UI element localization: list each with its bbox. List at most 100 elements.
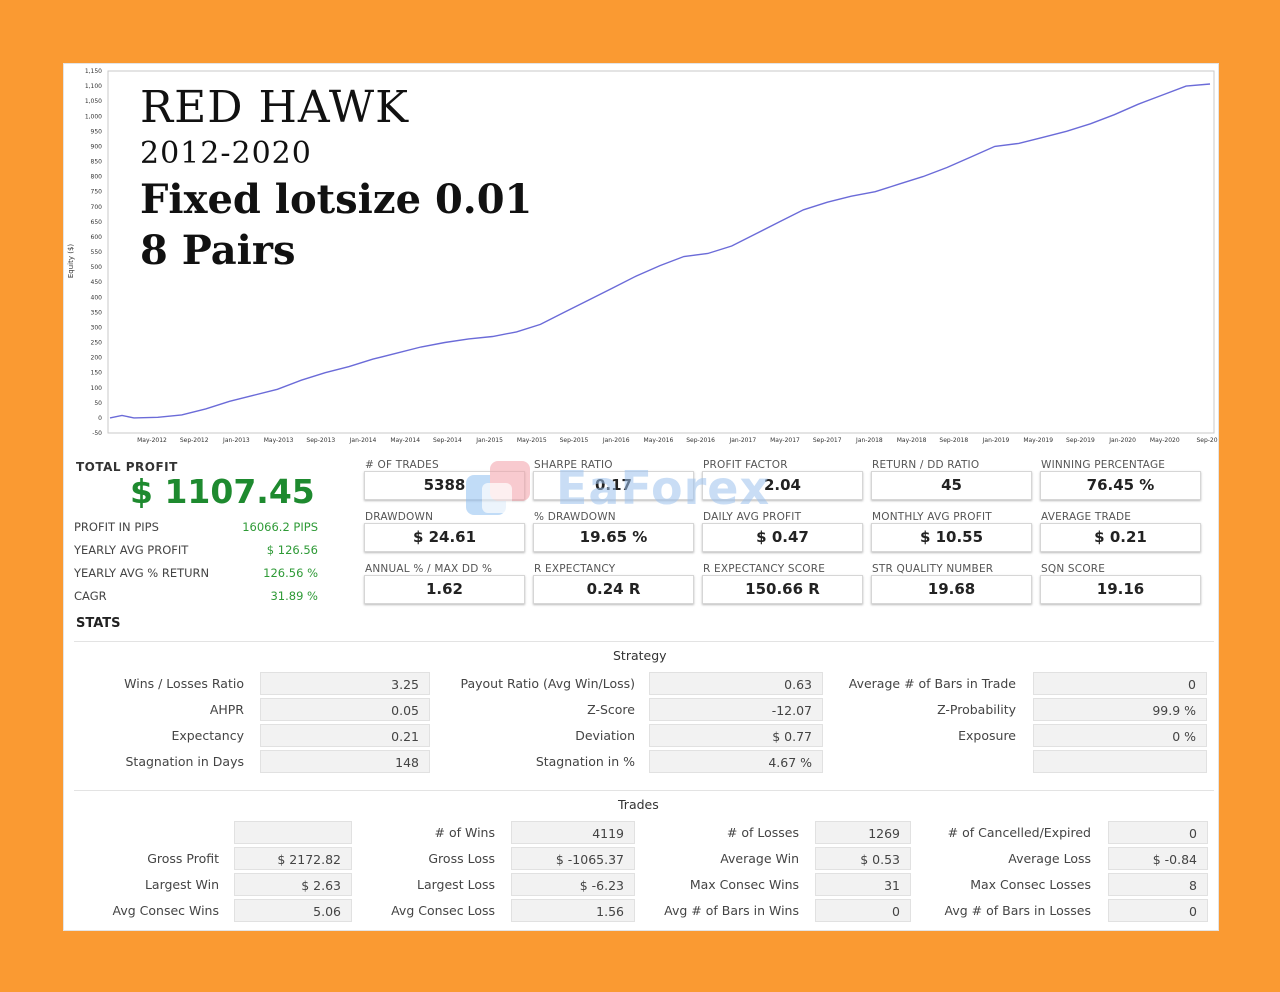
summary-row-yearly-return: YEARLY AVG % RETURN 126.56 %	[74, 566, 318, 582]
strategy-label: Exposure	[958, 728, 1016, 743]
strategy-value: 99.9 %	[1033, 698, 1207, 721]
y-tick-label: 450	[91, 279, 103, 286]
equity-line	[109, 83, 1211, 419]
metric-value: 150.66 R	[702, 575, 863, 604]
equity-chart: 1,150 1,100 1,050 1,000 950 900 850 800 750 700 65…	[67, 68, 1218, 444]
metric-r-expectancy: R EXPECTANCY 0.24 R	[533, 563, 694, 611]
trades-value: 4119	[511, 821, 635, 844]
metric-label: R EXPECTANCY SCORE	[703, 563, 826, 575]
summary-row-pips: PROFIT IN PIPS 16066.2 PIPS	[74, 520, 318, 536]
metric-return-dd: RETURN / DD RATIO 45	[871, 459, 1032, 507]
metric-str-quality: STR QUALITY NUMBER 19.68	[871, 563, 1032, 611]
metric-annual-maxdd: ANNUAL % / MAX DD % 1.62	[364, 563, 525, 611]
metric-value: 19.68	[871, 575, 1032, 604]
trades-value: $ -1065.37	[511, 847, 635, 870]
y-tick-label: 1,000	[85, 113, 102, 120]
trades-label: Max Consec Wins	[689, 877, 799, 892]
y-tick-label: 100	[91, 385, 103, 392]
x-tick-label: May-2019	[1023, 437, 1053, 444]
x-axis-ticks: May-2012 Sep-2012 Jan-2013 May-2013 Sep-2013…	[137, 437, 1218, 444]
summary-label: PROFIT IN PIPS	[74, 520, 159, 534]
strategy-label: Stagnation in %	[535, 754, 635, 769]
strategy-value: 3.25	[260, 672, 430, 695]
y-tick-label: 1,050	[85, 98, 102, 105]
x-tick-label: Sep-2014	[433, 437, 462, 444]
summary-label: YEARLY AVG % RETURN	[74, 566, 210, 580]
y-axis-ticks: 1,150 1,100 1,050 1,000 950 900 850 800 750 700 65…	[85, 68, 102, 437]
metric-value: $ 24.61	[364, 523, 525, 552]
metric-daily-avg: DAILY AVG PROFIT $ 0.47	[702, 511, 863, 559]
metric-value: 0.24 R	[533, 575, 694, 604]
trades-value: 0	[815, 899, 911, 922]
metric-winning-pct: WINNING PERCENTAGE 76.45 %	[1040, 459, 1201, 507]
metric-r-expectancy-score: R EXPECTANCY SCORE 150.66 R	[702, 563, 863, 611]
summary-value: 16066.2 PIPS	[242, 520, 318, 534]
summary-row-cagr: CAGR 31.89 %	[74, 589, 318, 605]
trades-value: $ 0.53	[815, 847, 911, 870]
trades-label: # of Losses	[726, 825, 799, 840]
x-tick-label: Jan-2015	[475, 437, 503, 444]
trades-label: Avg Consec Wins	[112, 903, 219, 918]
chart-axes	[107, 70, 1215, 434]
trades-label: Largest Loss	[417, 877, 495, 892]
strategy-value	[1033, 750, 1207, 773]
total-profit-value: $ 1107.45	[130, 472, 315, 511]
strategy-label: Expectancy	[171, 728, 244, 743]
strategy-label: Stagnation in Days	[125, 754, 245, 769]
y-tick-label: 800	[91, 174, 103, 181]
x-tick-label: Jan-2019	[982, 437, 1010, 444]
metric-value: 19.16	[1040, 575, 1201, 604]
trades-label: Gross Loss	[428, 851, 495, 866]
y-tick-label: 1,150	[85, 68, 102, 75]
strategy-title: RED HAWK	[140, 82, 409, 133]
strategy-label: Deviation	[575, 728, 635, 743]
x-tick-label: May-2020	[1150, 437, 1180, 444]
trades-value: 8	[1108, 873, 1208, 896]
strategy-value: -12.07	[649, 698, 823, 721]
trades-value: $ 2.63	[234, 873, 352, 896]
strategy-value: 4.67 %	[649, 750, 823, 773]
metric-value: 0.17	[533, 471, 694, 500]
x-tick-label: Jan-2014	[349, 437, 377, 444]
x-tick-label: Sep-2019	[1066, 437, 1095, 444]
summary-row-yearly-profit: YEARLY AVG PROFIT $ 126.56	[74, 543, 318, 559]
summary-value: $ 126.56	[266, 543, 318, 557]
trades-label: # of Cancelled/Expired	[947, 825, 1091, 840]
summary-label: CAGR	[74, 589, 107, 603]
metric-label: SQN SCORE	[1041, 563, 1106, 575]
strategy-label: Z-Score	[587, 702, 635, 717]
metric-sqn: SQN SCORE 19.16	[1040, 563, 1201, 611]
x-tick-label: May-2014	[390, 437, 420, 444]
y-tick-label: 950	[91, 128, 103, 135]
strategy-label: Z-Probability	[937, 702, 1016, 717]
lotsize-label: Fixed lotsize 0.01	[140, 176, 533, 223]
metric-label: STR QUALITY NUMBER	[872, 563, 994, 575]
metric-average-trade: AVERAGE TRADE $ 0.21	[1040, 511, 1201, 559]
x-tick-label: May-2013	[264, 437, 294, 444]
trades-value	[234, 821, 352, 844]
trades-label: # of Wins	[434, 825, 495, 840]
strategy-value: 0.21	[260, 724, 430, 747]
y-tick-label: 700	[91, 204, 103, 211]
metric-pct-drawdown: % DRAWDOWN 19.65 %	[533, 511, 694, 559]
metric-label: ANNUAL % / MAX DD %	[365, 563, 493, 575]
strategy-label: Payout Ratio (Avg Win/Loss)	[460, 676, 635, 691]
trades-value: $ -0.84	[1108, 847, 1208, 870]
metric-label: DRAWDOWN	[365, 511, 434, 523]
summary-value: 31.89 %	[270, 589, 318, 603]
y-tick-label: 650	[91, 219, 103, 226]
y-tick-label: 150	[91, 370, 103, 377]
metric-label: SHARPE RATIO	[534, 459, 613, 471]
trades-label: Average Loss	[1008, 851, 1091, 866]
x-tick-label: Sep-2012	[180, 437, 209, 444]
y-tick-label: 850	[91, 159, 103, 166]
trades-value: 0	[1108, 899, 1208, 922]
x-tick-label: Sep-2016	[686, 437, 715, 444]
y-tick-label: 550	[91, 249, 103, 256]
trades-value: $ 2172.82	[234, 847, 352, 870]
metric-label: AVERAGE TRADE	[1041, 511, 1132, 523]
x-tick-label: Sep-2013	[306, 437, 335, 444]
strategy-label: Wins / Losses Ratio	[124, 676, 244, 691]
metric-value: 1.62	[364, 575, 525, 604]
x-tick-label: Jan-2017	[728, 437, 756, 444]
